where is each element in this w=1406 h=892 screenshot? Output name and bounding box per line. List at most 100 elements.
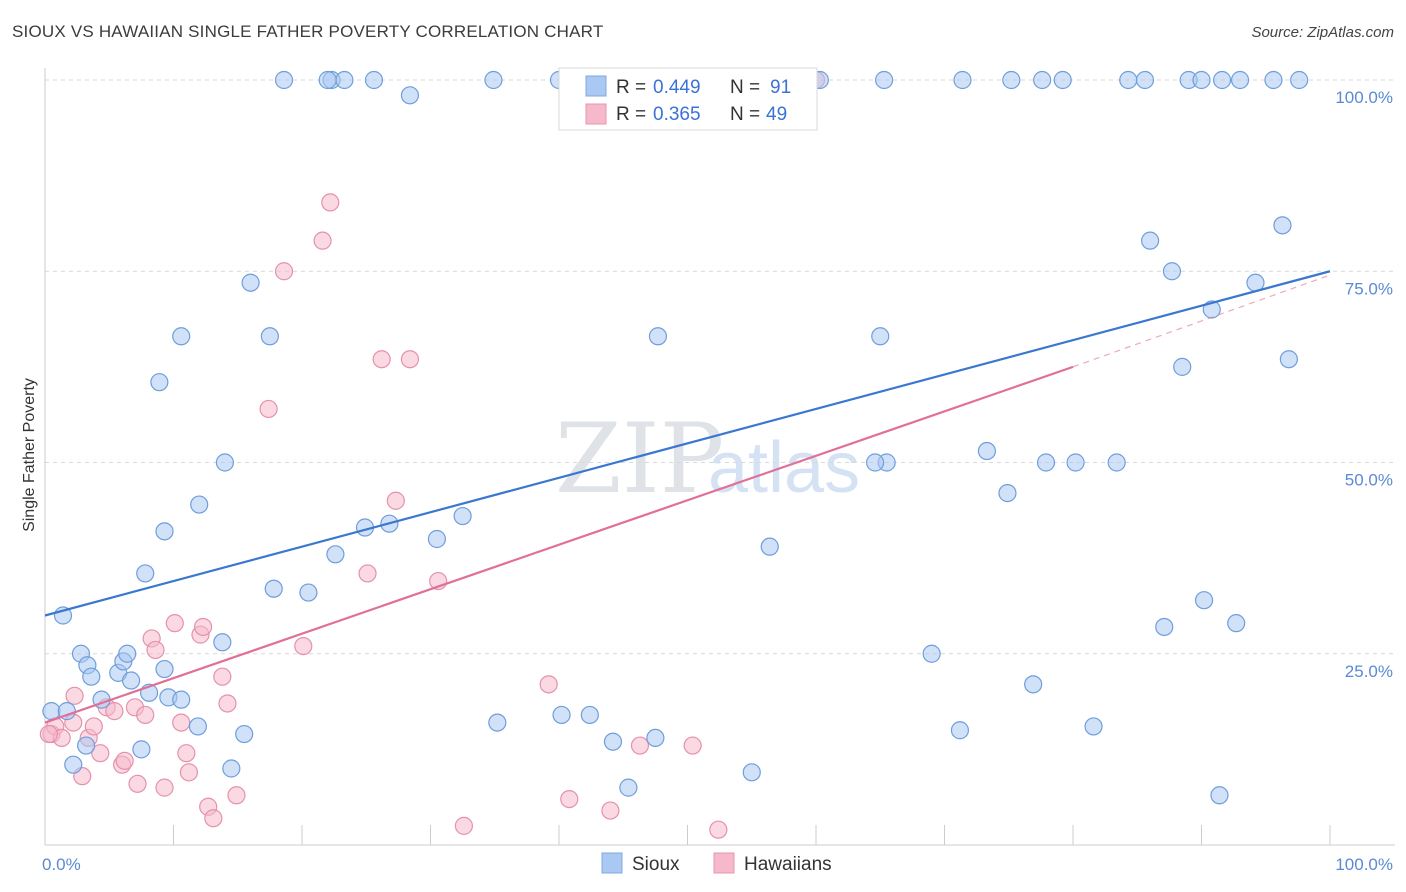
sioux-point bbox=[42, 702, 61, 721]
sioux-point bbox=[1140, 231, 1160, 250]
correlation-legend: R = 0.449 N = 91 R = 0.365 N = 49 bbox=[558, 67, 818, 131]
sioux-point bbox=[1227, 614, 1246, 633]
hawaiians-point bbox=[128, 774, 147, 793]
hawaiians-point bbox=[115, 751, 134, 770]
sioux-point bbox=[1173, 357, 1192, 376]
sioux-point bbox=[1119, 70, 1138, 90]
sioux-point bbox=[1290, 70, 1309, 90]
chart-title: SIOUX VS HAWAIIAN SINGLE FATHER POVERTY … bbox=[12, 22, 604, 41]
hawaiians-point bbox=[400, 350, 420, 369]
sioux-point bbox=[77, 736, 96, 755]
bottom-legend-label-hawaiians: Hawaiians bbox=[744, 854, 832, 875]
y-tick-label: 50.0% bbox=[1345, 471, 1393, 490]
hawaiians-point bbox=[313, 231, 332, 250]
sioux-point bbox=[364, 70, 384, 90]
sioux-trend-line bbox=[44, 270, 1331, 617]
x-tick-label-max: 100.0% bbox=[1335, 855, 1393, 874]
x-tick-label-min: 0.0% bbox=[42, 855, 81, 874]
sioux-point bbox=[742, 763, 761, 782]
hawaiians-point bbox=[274, 262, 294, 281]
legend-n-value-1: 91 bbox=[770, 77, 791, 98]
sioux-point bbox=[155, 522, 174, 541]
sioux-point bbox=[1194, 591, 1214, 610]
sioux-point bbox=[1135, 70, 1155, 90]
sioux-point bbox=[953, 70, 972, 90]
sioux-point bbox=[222, 759, 241, 778]
bottom-legend-swatch-hawaiians bbox=[713, 852, 735, 874]
sioux-point bbox=[118, 644, 137, 663]
sioux-point bbox=[484, 70, 503, 90]
hawaiians-point bbox=[177, 744, 196, 763]
hawaiians-point bbox=[136, 705, 155, 725]
hawaiians-point bbox=[84, 717, 103, 736]
sioux-point bbox=[1162, 262, 1182, 281]
watermark-zip: ZIP bbox=[555, 403, 724, 515]
sioux-point bbox=[1033, 70, 1052, 90]
sioux-point bbox=[488, 713, 507, 732]
sioux-point bbox=[1230, 70, 1250, 90]
sioux-point bbox=[82, 667, 101, 686]
sioux-point bbox=[1192, 70, 1211, 90]
hawaiians-point bbox=[227, 786, 246, 805]
hawaiians-point bbox=[709, 820, 728, 839]
sioux-point bbox=[1002, 70, 1021, 90]
hawaiians-point bbox=[601, 801, 620, 820]
sioux-point bbox=[875, 70, 894, 90]
hawaiians-trend-line bbox=[44, 365, 1074, 724]
tick-labels: 25.0% 50.0% 75.0% 100.0% 0.0% 100.0% bbox=[42, 88, 1393, 874]
sioux-point bbox=[950, 721, 970, 740]
sioux-point bbox=[155, 659, 174, 679]
sioux-point bbox=[1279, 350, 1298, 369]
gridlines bbox=[45, 79, 1395, 655]
hawaiians-point bbox=[560, 789, 579, 809]
sioux-point bbox=[648, 327, 668, 346]
series-legend: Sioux Hawaiians bbox=[601, 852, 832, 875]
hawaiians-point bbox=[321, 193, 340, 212]
legend-n-label-1: N = bbox=[730, 77, 760, 98]
hawaiians-point bbox=[683, 736, 702, 755]
sioux-point bbox=[150, 373, 169, 392]
sioux-point bbox=[172, 327, 191, 346]
sioux-point bbox=[132, 740, 151, 759]
hawaiians-point bbox=[539, 675, 558, 694]
hawaiians-point bbox=[172, 713, 191, 732]
sioux-point bbox=[603, 732, 623, 751]
sioux-point bbox=[427, 529, 447, 549]
sioux-point bbox=[1210, 786, 1229, 805]
hawaiians-point bbox=[146, 640, 165, 660]
hawaiians-point bbox=[105, 702, 124, 721]
hawaiians-point bbox=[454, 816, 474, 835]
sioux-point bbox=[922, 644, 941, 663]
hawaiians-point bbox=[630, 736, 650, 755]
sioux-point bbox=[977, 441, 997, 461]
legend-n-label-2: N = bbox=[730, 104, 760, 125]
sioux-points bbox=[42, 70, 1309, 805]
trend-lines bbox=[44, 270, 1331, 724]
hawaiians-point bbox=[372, 350, 391, 369]
hawaiians-point bbox=[294, 636, 313, 656]
sioux-point bbox=[264, 579, 283, 598]
sioux-point bbox=[871, 327, 890, 346]
sioux-point bbox=[1084, 717, 1103, 736]
hawaiians-trend-extension bbox=[1072, 274, 1331, 368]
sioux-point bbox=[235, 724, 254, 744]
sioux-point bbox=[318, 70, 337, 90]
hawaiians-point bbox=[39, 724, 58, 744]
sioux-point bbox=[646, 728, 665, 748]
hawaiians-point bbox=[91, 744, 110, 763]
sioux-point bbox=[299, 583, 318, 602]
sioux-point bbox=[1202, 300, 1221, 319]
legend-r-value-2: 0.365 bbox=[653, 104, 701, 125]
hawaiians-point bbox=[65, 686, 84, 705]
sioux-point bbox=[1066, 453, 1085, 472]
legend-r-label-1: R = bbox=[616, 77, 646, 98]
sioux-point bbox=[580, 705, 599, 725]
y-tick-label: 75.0% bbox=[1345, 279, 1393, 298]
sioux-point bbox=[998, 484, 1017, 503]
hawaiians-point bbox=[259, 399, 278, 419]
sioux-point bbox=[1273, 216, 1292, 235]
y-axis-title: Single Father Poverty bbox=[21, 378, 38, 532]
sioux-point bbox=[1024, 675, 1043, 694]
bottom-legend-label-sioux: Sioux bbox=[632, 854, 680, 875]
sioux-point bbox=[188, 717, 208, 736]
